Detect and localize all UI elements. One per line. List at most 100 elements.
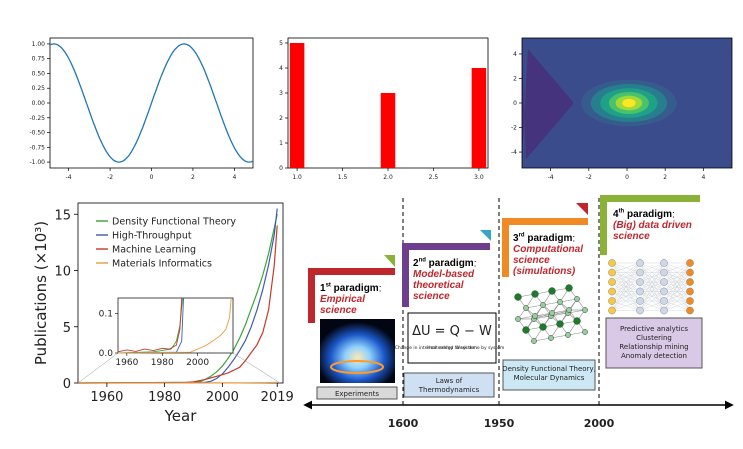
bar-x-tick-label: 2.0 xyxy=(383,174,393,181)
nn-edge xyxy=(639,262,665,273)
lattice-atom xyxy=(522,326,530,334)
contour-heatmap: -4 -2 0 2 4 4 2 0 -2 -4 xyxy=(511,37,733,181)
nn-edge xyxy=(639,262,665,311)
nn-node xyxy=(608,287,616,296)
nn-edge xyxy=(663,262,691,311)
sine-line-chart: -4 -2 0 2 4 1.00 0.75 0.50 0.25 0.00 -0.25 -0.50 -0.… xyxy=(29,37,254,181)
lattice-bond xyxy=(567,331,586,336)
publications-line-chart: 1960 1980 2000 2019 0 5 10 15 Year Publications (… xyxy=(32,202,294,425)
paradigm1-title: 1st paradigm: Empirical science xyxy=(320,283,382,317)
paradigm-timeline: 1600 1950 2000 Experiments ΔU = Q − W Ch… xyxy=(303,195,734,430)
bar-y-tick-label: 2 xyxy=(279,115,283,122)
bar-x-tick-label: 1.5 xyxy=(338,174,348,181)
heatmap-y-tick-label: 4 xyxy=(513,51,517,58)
sine-line xyxy=(49,43,254,163)
nn-node xyxy=(636,278,644,286)
paradigm3-title: 3rd paradigm: Computational science (sim… xyxy=(513,233,583,278)
nn-edge xyxy=(611,291,641,311)
lattice-atom xyxy=(515,316,521,322)
lattice-atom xyxy=(539,323,547,331)
pub-series-line xyxy=(77,225,278,384)
analytics-caption-box xyxy=(605,317,703,369)
nn-node xyxy=(608,306,616,315)
nn-edge xyxy=(663,300,691,311)
bar-x-tick-label: 3.0 xyxy=(474,174,484,181)
bar-y-tick-label: 4 xyxy=(279,65,283,72)
pub-x-tick-label: 1960 xyxy=(90,390,123,405)
nn-edge xyxy=(611,262,641,311)
pub-y-tick-label: 0 xyxy=(63,377,71,392)
equation-sub1: Change in internal energy xyxy=(395,345,454,351)
nn-node xyxy=(636,306,644,315)
nn-node xyxy=(636,287,644,296)
sine-y-tick-label: 0.75 xyxy=(32,56,46,63)
nn-node xyxy=(660,306,668,315)
nn-edge xyxy=(663,281,691,311)
lattice-bond xyxy=(559,298,578,303)
lattice-atom xyxy=(574,296,580,302)
nn-node xyxy=(686,259,694,267)
nn-edge xyxy=(663,272,691,311)
lattice-atom xyxy=(565,332,571,338)
nn-edge xyxy=(639,262,665,302)
inset-x-tick-label: 2000 xyxy=(186,358,209,368)
inset-y-tick-label: 0.1 xyxy=(99,310,113,320)
year-1950: 1950 xyxy=(484,417,515,430)
heatmap-contour-level xyxy=(622,98,636,108)
heatmap-x-tick-label: 2 xyxy=(663,174,667,181)
nn-edge xyxy=(611,281,641,311)
lattice-atom xyxy=(532,313,538,319)
nn-node xyxy=(660,259,668,267)
equation-text: ΔU = Q − W xyxy=(412,324,492,339)
paradigm4-ribbon xyxy=(600,195,700,255)
analytics-caption: Predictive analytics Clustering Relationsh… xyxy=(619,325,688,360)
lattice-atom xyxy=(573,317,581,325)
nn-edge xyxy=(663,262,691,283)
sine-y-tick-label: 0.50 xyxy=(32,70,46,77)
inset-y-tick-label: 0.0 xyxy=(99,349,114,359)
lattice-atom xyxy=(566,307,572,313)
bar-x-tick-label: 1.0 xyxy=(292,174,302,181)
sine-y-tick-label: -0.25 xyxy=(29,115,45,122)
red-bar-chart: 1.0 1.5 2.0 2.5 3.0 0 1 2 3 4 5 xyxy=(279,37,489,181)
bar-x-tick-label: 2.5 xyxy=(429,174,439,181)
equation-sub3: Work done by system xyxy=(456,345,505,351)
pub-y-tick-label: 15 xyxy=(54,208,71,223)
nn-node xyxy=(686,268,694,277)
lattice-atom xyxy=(582,307,588,313)
lattice-atom xyxy=(549,310,555,316)
pub-x-tick-label: 2019 xyxy=(261,390,294,405)
heatmap-x-tick-label: 0 xyxy=(625,174,629,181)
nn-node xyxy=(660,287,668,296)
sine-y-tick-label: 0.25 xyxy=(32,85,46,92)
dft-caption-box xyxy=(502,359,596,391)
paradigm3-corner xyxy=(576,203,588,215)
lattice-atom xyxy=(531,290,539,298)
lattice-atom xyxy=(548,335,554,341)
lattice-bond xyxy=(542,301,561,306)
lattice-atom xyxy=(523,305,529,311)
bar-y-tick-label: 0 xyxy=(279,165,283,172)
pub-legend-label: Density Functional Theory xyxy=(112,217,236,228)
nn-edge xyxy=(611,300,641,311)
lattice-bond xyxy=(525,304,544,309)
heatmap-x-tick-label: -2 xyxy=(586,174,592,181)
bar xyxy=(471,68,487,168)
lattice-atom xyxy=(557,299,563,305)
bar-y-tick-label: 1 xyxy=(279,140,283,147)
nn-node xyxy=(686,306,694,315)
sine-y-tick-label: 0.00 xyxy=(32,100,46,107)
nn-node xyxy=(660,268,668,277)
lattice-bond xyxy=(550,334,569,339)
nn-node xyxy=(608,268,616,277)
nn-edge xyxy=(663,262,691,273)
dft-caption: Density Functional Theory, Molecular Dyna… xyxy=(502,365,596,382)
nn-edge xyxy=(663,262,691,292)
bar xyxy=(380,93,396,168)
laws-caption-box xyxy=(403,372,495,398)
pub-y-tick-label: 10 xyxy=(54,265,71,280)
sine-x-tick-label: -4 xyxy=(66,174,72,181)
nn-edge xyxy=(663,291,691,311)
paradigm4-title: 4th paradigm: (Big) data driven science xyxy=(613,209,692,243)
pub-x-axis-label: Year xyxy=(164,407,198,425)
